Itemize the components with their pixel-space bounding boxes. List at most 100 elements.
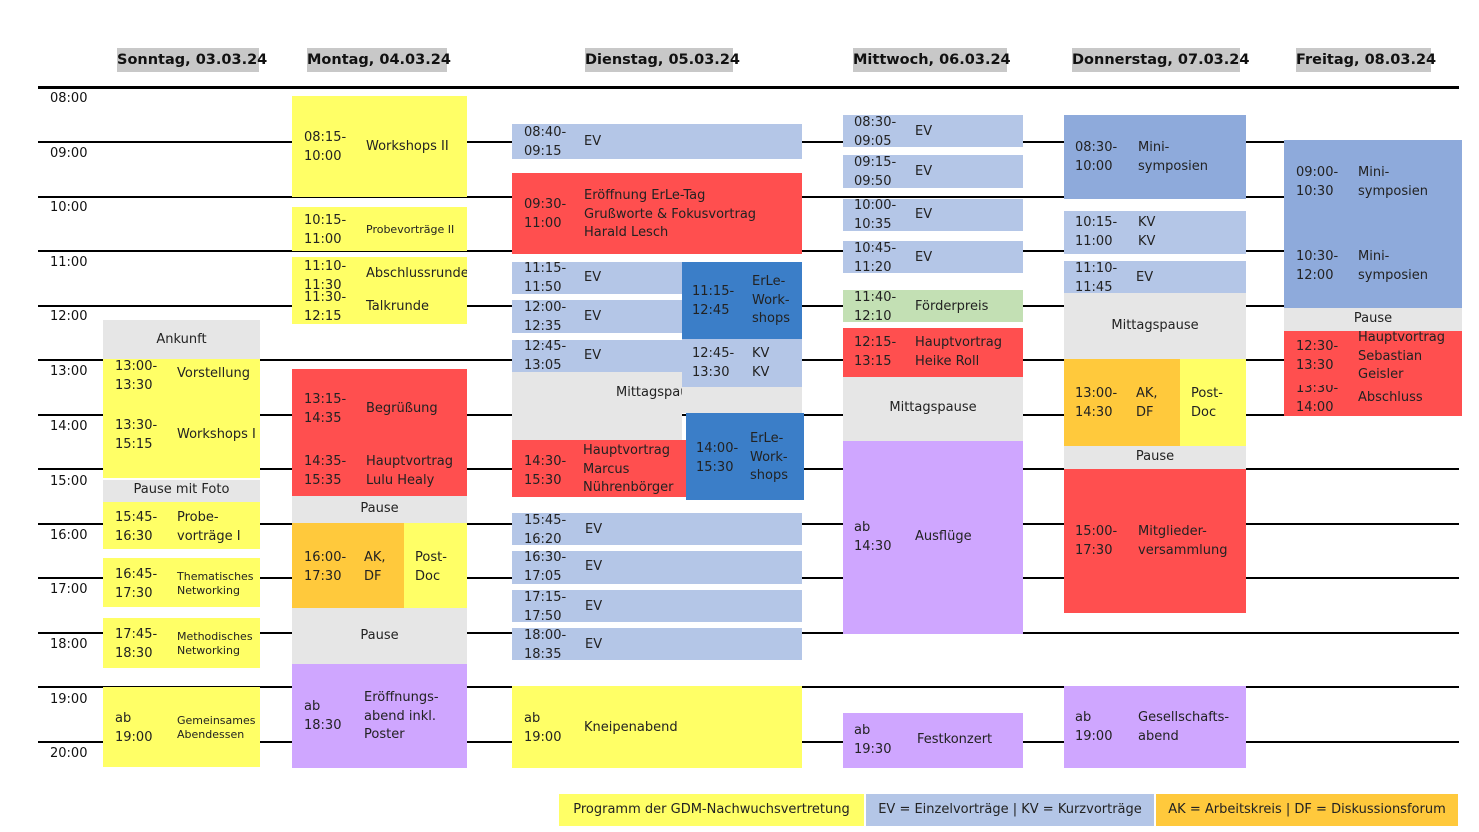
block-title: Methodisches Networking [177, 630, 253, 657]
block-probevortraege-i: 15:45- 16:30 Probe- vorträge I [103, 502, 260, 549]
block-title: Pause [1353, 311, 1393, 326]
header-divider [38, 86, 1459, 89]
block-time: 15:00- 17:30 [1075, 524, 1118, 558]
block-title: EV [585, 637, 603, 652]
block-title: Talkrunde [366, 299, 429, 314]
time-label: 17:00 [50, 582, 88, 597]
block-gemeinsames-abendessen: ab 19:00 Gemeinsames Abendessen [103, 687, 260, 767]
day-header-montag: Montag, 04.03.24 [307, 48, 451, 72]
block-time: 12:00- 12:35 [524, 300, 567, 333]
block-title: Pause [1135, 449, 1175, 464]
block-mittagspause: Mittagspause [512, 372, 682, 440]
block-ev: 17:15- 17:50 EV [512, 590, 802, 622]
block-time: 09:00- 10:30 [1296, 165, 1339, 199]
block-time: ab 14:30 [854, 520, 892, 554]
block-title: EV [584, 270, 602, 285]
block-time: 11:30- 12:15 [304, 291, 347, 324]
block-mittagspause: Mittagspause [843, 377, 1023, 441]
block-ev: 12:00- 12:35 EV [512, 300, 682, 333]
time-label: 18:00 [50, 637, 88, 652]
block-time: 08:15- 10:00 [304, 130, 347, 164]
block-pause-foto: Pause mit Foto [103, 480, 260, 502]
block-hauptvortrag-geisler: 12:30- 13:30 Hauptvortrag Sebastian Geis… [1284, 331, 1462, 385]
block-time: 11:15- 11:50 [524, 262, 567, 294]
block-title: Pause [360, 628, 399, 643]
block-title: EV [584, 309, 602, 324]
block-erle-workshops: 11:15- 12:45 ErLe- Work- shops [682, 262, 802, 339]
block-time: ab 18:30 [304, 699, 342, 733]
block-title: KV KV [1138, 215, 1156, 249]
block-begruessung: 13:15- 14:35 Begrüßung [292, 369, 467, 447]
block-pause: Pause [292, 608, 467, 664]
block-minisymposien: 10:30- 12:00 Mini- symposien [1284, 225, 1462, 308]
block-title: Mini- symposien [1358, 249, 1428, 283]
block-ev: 15:45- 16:20 EV [512, 513, 802, 545]
block-minisymposien: 08:30- 10:00 Mini- symposien [1064, 115, 1246, 199]
block-title: Hauptvortrag Marcus Nührenbörger [583, 443, 674, 495]
block-time: 13:00- 14:30 [1075, 386, 1118, 420]
block-mitgliederversammlung: 15:00- 17:30 Mitglieder- versammlung [1064, 469, 1246, 613]
block-title: Mittagspause [616, 385, 682, 400]
block-title: EV [915, 207, 933, 222]
time-label: 14:00 [50, 419, 88, 434]
block-time: 11:40- 12:10 [854, 290, 897, 322]
block-title: EV [915, 164, 933, 179]
block-time: 12:15- 13:15 [854, 335, 897, 369]
block-time: 13:30- 15:15 [115, 418, 158, 452]
block-hauptvortrag-healy: 14:35- 15:35 Hauptvortrag Lulu Healy [292, 447, 467, 496]
block-workshops-i: 13:30- 15:15 Workshops I [103, 395, 260, 478]
block-time: 10:30- 12:00 [1296, 249, 1339, 283]
block-title: Mittagspause [889, 400, 977, 415]
block-erle-workshops: 14:00- 15:30 ErLe- Work- shops [686, 413, 804, 500]
block-vorstellung: 13:00- 13:30 Vorstellung [103, 359, 260, 395]
block-workshops-ii: 08:15- 10:00 Workshops II [292, 96, 467, 197]
block-title: Hauptvortrag Lulu Healy [366, 454, 453, 488]
block-time: 11:15- 12:45 [692, 284, 735, 318]
time-label: 20:00 [50, 746, 88, 761]
block-ev: 11:15- 11:50 EV [512, 262, 682, 294]
time-label: 08:00 [50, 91, 88, 106]
block-ak-df: 16:00- 17:30 AK, DF [292, 523, 404, 608]
block-pause: Pause [1284, 308, 1462, 331]
block-time: 14:00- 15:30 [696, 441, 739, 475]
block-time: 09:30- 11:00 [524, 197, 567, 231]
block-ev: 08:30- 09:05 EV [843, 115, 1023, 147]
block-title: Vorstellung [177, 366, 251, 381]
block-title: KV KV [752, 346, 770, 380]
block-title: Ausflüge [915, 529, 972, 544]
block-mittagspause: Mittagspause [1064, 293, 1246, 359]
block-title: AK, DF [1136, 386, 1158, 420]
block-time: 12:45- 13:05 [524, 340, 567, 372]
time-label: 10:00 [50, 200, 88, 215]
block-ak-df: 13:00- 14:30 AK, DF [1064, 359, 1180, 446]
block-time: 11:10- 11:30 [304, 259, 347, 291]
block-gesellschaftsabend: ab 19:00 Gesellschafts- abend [1064, 686, 1246, 768]
block-title: Begrüßung [366, 401, 438, 416]
day-header-donnerstag: Donnerstag, 07.03.24 [1072, 48, 1249, 72]
block-eroeffnung-erle-tag: 09:30- 11:00 Eröffnung ErLe-Tag Grußwort… [512, 173, 802, 254]
block-title: EV [584, 348, 602, 363]
time-label: 15:00 [50, 474, 88, 489]
block-time: ab 19:00 [115, 711, 153, 745]
block-time: ab 19:00 [524, 711, 562, 745]
block-postdoc: Post- Doc [1180, 359, 1246, 446]
block-time: ab 19:30 [854, 723, 892, 757]
block-title: ErLe- Work- shops [752, 274, 790, 326]
legend-ev-kv: EV = Einzelvorträge | KV = Kurzvorträge [866, 794, 1154, 826]
block-postdoc: Post- Doc [404, 523, 467, 608]
block-ankunft: Ankunft [103, 320, 260, 359]
block-pause: Pause [292, 496, 467, 523]
block-title: Pause [360, 501, 399, 516]
block-title: Mini- symposien [1358, 165, 1428, 199]
block-time: 13:30- 14:00 [1296, 385, 1339, 415]
block-title: Workshops I [177, 427, 256, 442]
block-kv: 12:45- 13:30 KV KV [682, 339, 802, 387]
block-time: 09:15- 09:50 [854, 155, 897, 188]
block-ev: 10:45- 11:20 EV [843, 241, 1023, 273]
block-time: 08:40- 09:15 [524, 125, 567, 159]
block-title: Abschlussrunde [366, 266, 467, 281]
legend-nachwuchsvertretung: Programm der GDM-Nachwuchsvertretung [559, 794, 864, 826]
block-probevortraege-ii: 10:15- 11:00 Probevorträge II [292, 207, 467, 251]
block-foerderpreis: 11:40- 12:10 Förderpreis [843, 290, 1023, 322]
day-header-sonntag: Sonntag, 03.03.24 [117, 48, 267, 72]
